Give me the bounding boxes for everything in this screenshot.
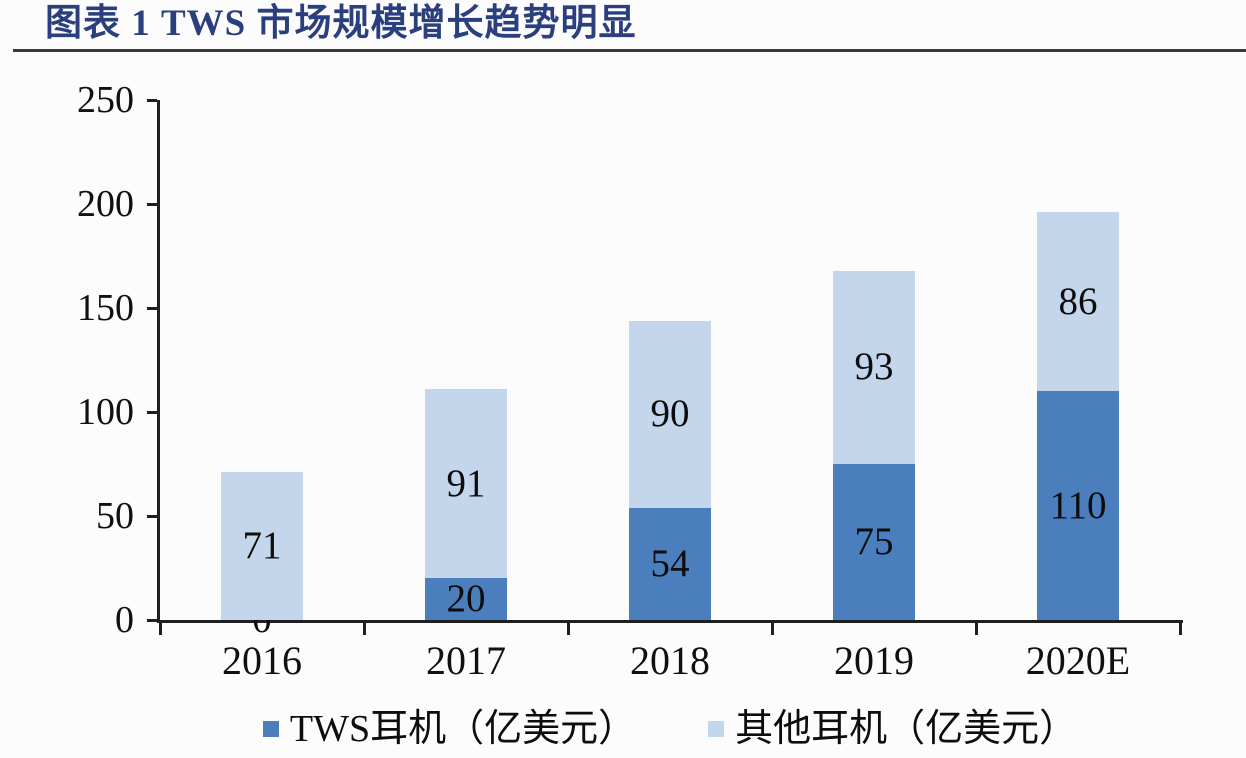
legend-item: 其他耳机（亿美元） <box>708 704 1077 754</box>
legend-item: TWS耳机（亿美元） <box>262 704 637 754</box>
x-axis-label: 2016 <box>222 638 302 683</box>
x-axis-labels: 2016 2017 2018 2019 2020E <box>160 638 1180 684</box>
y-axis-tick-label: 250 <box>77 79 134 121</box>
x-axis-label: 2017 <box>426 638 506 683</box>
title-underline <box>13 49 1246 52</box>
y-axis-tick <box>147 514 157 518</box>
x-axis-label: 2018 <box>630 638 710 683</box>
x-axis <box>157 620 1183 623</box>
bar-segment <box>425 578 507 620</box>
x-axis-tick <box>566 623 570 635</box>
y-axis-tick <box>147 618 157 622</box>
bar-column-2020E: 110 86 <box>976 100 1180 620</box>
bar-column-2016: 071 <box>160 100 364 641</box>
y-axis-tick <box>147 202 157 206</box>
y-axis-tick <box>147 410 157 414</box>
y-axis-tick <box>147 306 157 310</box>
y-axis-labels: 0 50 100 150 200 250 <box>0 79 134 641</box>
chart-legend: TWS耳机（亿美元） 其他耳机（亿美元） <box>160 702 1180 756</box>
bar-column-2019: 75 93 <box>772 100 976 620</box>
x-axis-label: 2019 <box>834 638 914 683</box>
bar-column-2018: 54 90 <box>568 100 772 620</box>
bar-segment <box>425 389 507 579</box>
bar-segment <box>629 320 711 508</box>
legend-label: TWS耳机（亿美元） <box>289 708 637 750</box>
y-axis-tick-label: 0 <box>115 599 134 641</box>
y-axis-tick-label: 50 <box>96 495 134 537</box>
legend-marker-icon <box>262 721 279 737</box>
y-axis-tick-label: 100 <box>77 391 134 433</box>
y-axis-tick-label: 200 <box>77 183 134 225</box>
bar-value-label: 93 <box>854 345 894 389</box>
x-axis-tick <box>974 623 978 635</box>
y-axis-tick <box>147 98 157 102</box>
bar-value-label: 90 <box>650 392 690 436</box>
bar-value-label: 110 <box>1049 483 1107 527</box>
x-axis-ticks <box>158 623 1182 635</box>
bar-value-label: 75 <box>854 520 894 563</box>
bar-value-label: 54 <box>650 541 690 585</box>
legend-marker-icon <box>708 721 725 737</box>
bar-segment <box>833 464 915 620</box>
y-axis <box>157 100 160 623</box>
x-axis-tick <box>1178 623 1182 635</box>
figure-title: 图表 1 TWS 市场规模增长趋势明显 <box>45 3 637 44</box>
bar-value-label: 91 <box>446 461 486 505</box>
x-axis-tick <box>362 623 366 635</box>
bar-segment <box>221 472 303 620</box>
bar-column-2017: 20 91 <box>364 100 568 620</box>
x-axis-label: 2020E <box>1025 638 1131 683</box>
x-axis-tick <box>158 623 162 635</box>
bar-segment <box>833 270 915 464</box>
bar-value-label: 86 <box>1058 279 1098 323</box>
x-axis-tick <box>770 623 774 635</box>
bar-segment <box>1037 212 1119 392</box>
y-axis-ticks <box>147 98 157 622</box>
bar-value-label: 20 <box>446 577 486 621</box>
legend-label: 其他耳机（亿美元） <box>735 708 1078 750</box>
bar-segment <box>1037 391 1119 620</box>
bar-segment <box>629 507 711 620</box>
y-axis-tick-label: 150 <box>77 287 134 329</box>
bar-value-label: 71 <box>242 524 282 568</box>
